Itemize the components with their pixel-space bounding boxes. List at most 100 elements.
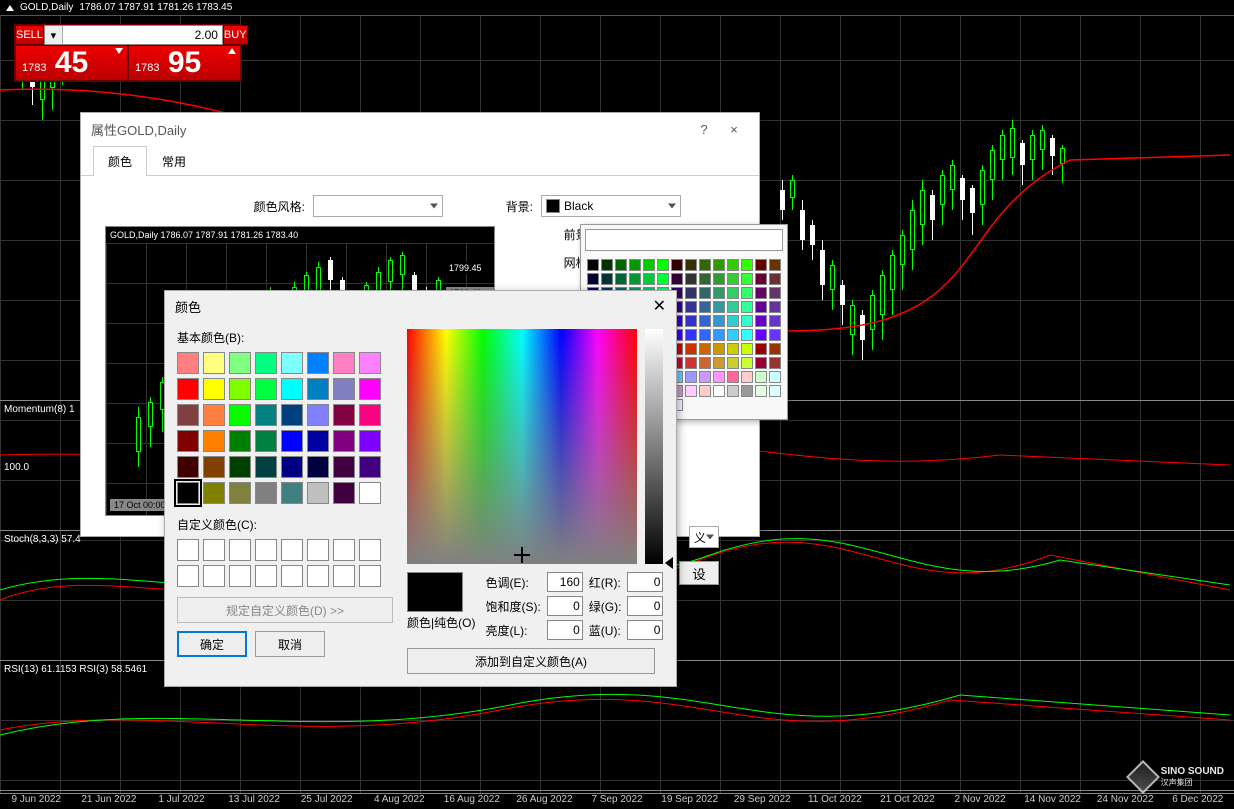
red-input[interactable] <box>627 572 663 592</box>
basic-color-swatch[interactable] <box>359 352 381 374</box>
basic-color-swatch[interactable] <box>333 404 355 426</box>
basic-color-swatch[interactable] <box>255 482 277 504</box>
palette-swatch[interactable] <box>741 357 753 369</box>
palette-swatch[interactable] <box>727 329 739 341</box>
basic-color-swatch[interactable] <box>359 456 381 478</box>
basic-color-swatch[interactable] <box>177 378 199 400</box>
custom-color-slot[interactable] <box>359 565 381 587</box>
palette-swatch[interactable] <box>755 259 767 271</box>
palette-swatch[interactable] <box>671 259 683 271</box>
basic-color-swatch[interactable] <box>203 456 225 478</box>
basic-color-swatch[interactable] <box>229 430 251 452</box>
basic-color-swatch[interactable] <box>177 456 199 478</box>
palette-swatch[interactable] <box>685 273 697 285</box>
palette-swatch[interactable] <box>713 371 725 383</box>
palette-swatch[interactable] <box>713 287 725 299</box>
palette-swatch[interactable] <box>685 343 697 355</box>
palette-swatch[interactable] <box>741 329 753 341</box>
palette-swatch[interactable] <box>671 273 683 285</box>
palette-swatch[interactable] <box>769 343 781 355</box>
palette-swatch[interactable] <box>769 315 781 327</box>
palette-swatch[interactable] <box>685 357 697 369</box>
custom-color-slot[interactable] <box>203 565 225 587</box>
basic-color-swatch[interactable] <box>255 404 277 426</box>
basic-color-swatch[interactable] <box>333 456 355 478</box>
palette-none-button[interactable]: None <box>585 229 783 251</box>
basic-color-swatch[interactable] <box>307 482 329 504</box>
basic-color-swatch[interactable] <box>307 430 329 452</box>
palette-swatch[interactable] <box>755 315 767 327</box>
palette-swatch[interactable] <box>727 315 739 327</box>
reset-button[interactable]: 设 <box>679 561 719 585</box>
palette-swatch[interactable] <box>769 259 781 271</box>
palette-swatch[interactable] <box>615 273 627 285</box>
palette-swatch[interactable] <box>727 343 739 355</box>
palette-swatch[interactable] <box>587 259 599 271</box>
palette-swatch[interactable] <box>699 343 711 355</box>
palette-swatch[interactable] <box>727 287 739 299</box>
basic-color-swatch[interactable] <box>333 352 355 374</box>
palette-swatch[interactable] <box>657 273 669 285</box>
palette-swatch[interactable] <box>685 329 697 341</box>
palette-swatch[interactable] <box>713 385 725 397</box>
palette-swatch[interactable] <box>699 385 711 397</box>
palette-swatch[interactable] <box>629 259 641 271</box>
palette-swatch[interactable] <box>727 371 739 383</box>
palette-swatch[interactable] <box>685 287 697 299</box>
basic-color-swatch[interactable] <box>229 404 251 426</box>
custom-color-slot[interactable] <box>281 565 303 587</box>
palette-swatch[interactable] <box>755 371 767 383</box>
palette-swatch[interactable] <box>699 371 711 383</box>
custom-color-slot[interactable] <box>255 539 277 561</box>
palette-swatch[interactable] <box>755 301 767 313</box>
basic-color-swatch[interactable] <box>281 404 303 426</box>
custom-color-slot[interactable] <box>333 539 355 561</box>
basic-color-swatch[interactable] <box>333 482 355 504</box>
palette-swatch[interactable] <box>713 273 725 285</box>
basic-color-swatch[interactable] <box>307 456 329 478</box>
basic-color-swatch[interactable] <box>307 404 329 426</box>
palette-swatch[interactable] <box>769 273 781 285</box>
palette-swatch[interactable] <box>713 259 725 271</box>
palette-swatch[interactable] <box>755 343 767 355</box>
palette-swatch[interactable] <box>685 385 697 397</box>
basic-color-swatch[interactable] <box>203 378 225 400</box>
basic-color-swatch[interactable] <box>255 430 277 452</box>
palette-swatch[interactable] <box>741 301 753 313</box>
ok-button[interactable]: 确定 <box>177 631 247 657</box>
palette-swatch[interactable] <box>685 371 697 383</box>
style-dropdown[interactable] <box>313 195 443 217</box>
palette-swatch[interactable] <box>587 273 599 285</box>
palette-swatch[interactable] <box>713 357 725 369</box>
basic-color-swatch[interactable] <box>203 430 225 452</box>
palette-swatch[interactable] <box>741 287 753 299</box>
palette-swatch[interactable] <box>699 329 711 341</box>
basic-color-swatch[interactable] <box>255 456 277 478</box>
custom-color-slot[interactable] <box>229 539 251 561</box>
basic-color-swatch[interactable] <box>281 352 303 374</box>
basic-color-swatch[interactable] <box>307 378 329 400</box>
basic-color-swatch[interactable] <box>359 482 381 504</box>
palette-swatch[interactable] <box>769 385 781 397</box>
palette-swatch[interactable] <box>699 273 711 285</box>
basic-color-swatch[interactable] <box>203 352 225 374</box>
palette-swatch[interactable] <box>685 259 697 271</box>
custom-color-slot[interactable] <box>177 565 199 587</box>
basic-color-swatch[interactable] <box>307 352 329 374</box>
color-dialog-titlebar[interactable]: 颜色 ✕ <box>165 291 676 321</box>
green-input[interactable] <box>627 596 663 616</box>
basic-color-swatch[interactable] <box>177 482 199 504</box>
sell-label[interactable]: SELL <box>15 25 44 45</box>
palette-swatch[interactable] <box>727 259 739 271</box>
palette-swatch[interactable] <box>615 259 627 271</box>
basic-color-swatch[interactable] <box>177 352 199 374</box>
basic-color-swatch[interactable] <box>281 430 303 452</box>
palette-swatch[interactable] <box>629 273 641 285</box>
custom-color-slot[interactable] <box>307 539 329 561</box>
help-button[interactable]: ? <box>689 122 719 137</box>
basic-color-swatch[interactable] <box>203 482 225 504</box>
basic-color-swatch[interactable] <box>203 404 225 426</box>
palette-swatch[interactable] <box>741 371 753 383</box>
qty-input[interactable] <box>63 26 222 44</box>
custom-color-slot[interactable] <box>359 539 381 561</box>
